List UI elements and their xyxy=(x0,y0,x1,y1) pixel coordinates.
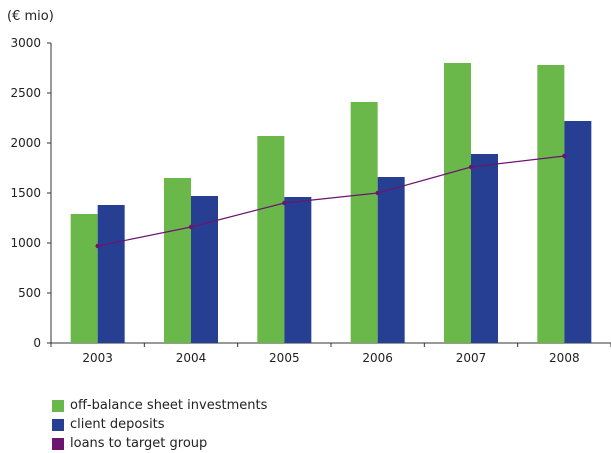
bar-off-balance-sheet-investments xyxy=(444,63,471,343)
y-tick-label: 1000 xyxy=(10,236,41,250)
bar-client-deposits xyxy=(377,177,405,343)
y-tick-label: 3000 xyxy=(10,36,41,50)
y-tick-label: 1500 xyxy=(10,186,41,200)
bar-client-deposits xyxy=(284,197,312,343)
legend-item-client-deposits: client deposits xyxy=(52,415,267,434)
line-point-loans-to-target-group xyxy=(188,224,194,230)
legend-item-off-balance: off-balance sheet investments xyxy=(52,396,267,415)
bar-off-balance-sheet-investments xyxy=(350,102,378,343)
legend-label-client-deposits: client deposits xyxy=(70,417,165,432)
bar-off-balance-sheet-investments xyxy=(70,214,98,343)
y-tick-label: 2500 xyxy=(10,86,41,100)
bar-client-deposits xyxy=(97,205,125,343)
bar-off-balance-sheet-investments xyxy=(164,178,191,343)
legend-item-loans: loans to target group xyxy=(52,434,267,453)
y-tick-label: 2000 xyxy=(10,136,41,150)
bar-off-balance-sheet-investments xyxy=(257,136,285,343)
x-tick-label: 2005 xyxy=(269,351,300,365)
y-tick-label: 0 xyxy=(33,336,41,350)
x-tick-label: 2003 xyxy=(82,351,113,365)
legend-label-loans: loans to target group xyxy=(70,436,208,451)
bar-client-deposits xyxy=(191,196,218,343)
bar-client-deposits xyxy=(564,121,592,343)
x-tick-label: 2006 xyxy=(362,351,393,365)
line-point-loans-to-target-group xyxy=(282,200,287,206)
legend: off-balance sheet investments client dep… xyxy=(52,396,267,453)
line-point-loans-to-target-group xyxy=(375,190,380,196)
line-point-loans-to-target-group xyxy=(95,243,100,249)
line-point-loans-to-target-group xyxy=(562,153,567,159)
legend-swatch-loans xyxy=(52,437,64,450)
x-tick-label: 2004 xyxy=(176,351,207,365)
legend-label-off-balance: off-balance sheet investments xyxy=(70,398,268,413)
bar-client-deposits xyxy=(471,154,498,343)
y-axis-unit-label: (€ mio) xyxy=(7,9,54,24)
y-tick-label: 500 xyxy=(18,286,41,300)
x-tick-label: 2007 xyxy=(456,351,487,365)
line-loans-to-target-group xyxy=(97,155,565,247)
line-point-loans-to-target-group xyxy=(468,164,474,170)
legend-swatch-client-deposits xyxy=(52,418,64,431)
bar-off-balance-sheet-investments xyxy=(537,65,565,343)
x-tick-label: 2008 xyxy=(549,351,580,365)
legend-swatch-off-balance xyxy=(52,399,64,412)
